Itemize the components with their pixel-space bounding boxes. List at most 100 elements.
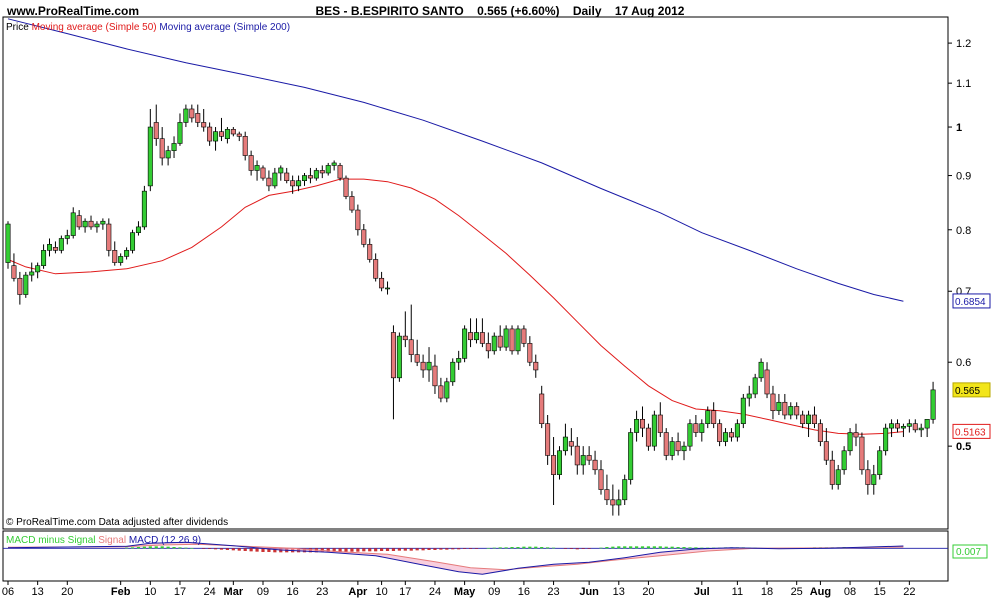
candle xyxy=(835,464,841,490)
macd-hist-bar xyxy=(492,547,496,549)
macd-group xyxy=(3,541,948,575)
candle-body xyxy=(307,175,313,179)
candle-body xyxy=(41,250,47,266)
date-tick-label: 09 xyxy=(488,586,500,598)
candle xyxy=(195,104,201,128)
candle-body xyxy=(177,122,183,144)
candle-body xyxy=(331,162,337,166)
macd-hist-bar xyxy=(486,548,490,549)
candle-body xyxy=(752,377,758,395)
candle-body xyxy=(379,277,385,289)
candle-body xyxy=(396,335,402,379)
candle xyxy=(894,419,900,433)
candle xyxy=(533,354,539,378)
candle-body xyxy=(770,393,776,412)
macd-hist-bar xyxy=(148,546,152,549)
macd-hist-bar xyxy=(379,548,384,551)
date-tick-label: 20 xyxy=(61,586,73,598)
candle xyxy=(918,423,924,438)
candle-body xyxy=(88,220,94,228)
candle-body xyxy=(794,406,800,416)
candle-body xyxy=(213,131,219,142)
candle xyxy=(912,419,918,433)
candle xyxy=(218,117,224,142)
candle-body xyxy=(883,427,889,452)
macd-hist-bar xyxy=(682,547,686,549)
macd-value-box xyxy=(952,544,988,559)
date-tick-label: 18 xyxy=(761,586,773,598)
candle xyxy=(865,460,871,495)
date-tick-label: 06 xyxy=(2,586,14,598)
candle-body xyxy=(343,177,349,197)
candle xyxy=(788,402,794,420)
date-tick-label: 24 xyxy=(203,586,215,598)
candle xyxy=(349,191,355,213)
candle xyxy=(390,325,396,420)
candle xyxy=(829,450,835,490)
date-tick-label: Jul xyxy=(694,586,710,598)
candle-body xyxy=(740,397,746,424)
last-value-box xyxy=(952,423,991,439)
candle xyxy=(236,131,242,142)
candle-body xyxy=(574,445,580,466)
macd-hist-bar xyxy=(154,546,158,549)
macd-hist-bar xyxy=(463,548,467,549)
candle-body xyxy=(829,459,835,485)
candle xyxy=(746,385,752,407)
site-link[interactable]: www.ProRealTime.com xyxy=(7,4,140,18)
macd-hist-bar xyxy=(670,546,674,549)
date-axis: 06 13 20 Feb 10 17 24 Mar 09 16 23 Apr 10 17 24 May 09 16… xyxy=(2,581,915,598)
macd-hist-bar xyxy=(599,547,603,549)
macd-hist-bar xyxy=(374,548,378,552)
candle-body xyxy=(106,223,112,251)
candle-body xyxy=(527,343,533,363)
macd-hist-bar xyxy=(457,548,461,550)
candle-body xyxy=(248,155,254,171)
date-tick-label: 23 xyxy=(316,586,328,598)
candle-body xyxy=(266,177,272,187)
macd-hist-bar xyxy=(249,548,253,552)
candle xyxy=(539,385,545,429)
candle xyxy=(159,127,165,166)
candle-body xyxy=(337,165,343,179)
candle-body xyxy=(94,223,100,228)
candle xyxy=(17,271,23,305)
candle-body xyxy=(201,122,207,128)
candle xyxy=(426,347,432,382)
date-tick-label: 13 xyxy=(32,586,44,598)
candle-body xyxy=(58,238,64,251)
candle-body xyxy=(906,423,912,427)
macd-hist-bar xyxy=(202,548,206,549)
macd-hist-bar xyxy=(344,548,348,552)
macd-hist-bar xyxy=(700,547,704,549)
candle xyxy=(734,419,740,442)
candle-body xyxy=(390,332,396,379)
candle-body xyxy=(402,335,408,341)
candle xyxy=(438,377,444,403)
candle xyxy=(272,167,278,189)
candle xyxy=(242,131,248,161)
macd-hist-bar xyxy=(439,548,443,550)
candle xyxy=(545,414,551,465)
last-value-label-price: 0.565 xyxy=(952,382,991,398)
candle-body xyxy=(414,354,420,363)
candle-body xyxy=(871,474,877,485)
macd-hist-bar xyxy=(332,548,336,552)
candle xyxy=(817,419,823,447)
price-tick-label: 1.2 xyxy=(956,38,971,50)
candle-body xyxy=(889,423,895,429)
candle-body xyxy=(319,170,325,174)
macd-hist-bar xyxy=(231,548,235,551)
candle xyxy=(248,150,254,176)
candle xyxy=(367,238,373,263)
candle-body xyxy=(224,129,230,139)
candle xyxy=(41,244,47,269)
candle-body xyxy=(859,436,865,471)
candle xyxy=(764,362,770,399)
macd-hist-bar xyxy=(160,546,164,549)
candle-body xyxy=(408,339,414,355)
candle xyxy=(88,215,94,230)
macd-hist-bar xyxy=(172,547,176,549)
candle xyxy=(5,221,11,269)
candle-body xyxy=(361,229,367,245)
